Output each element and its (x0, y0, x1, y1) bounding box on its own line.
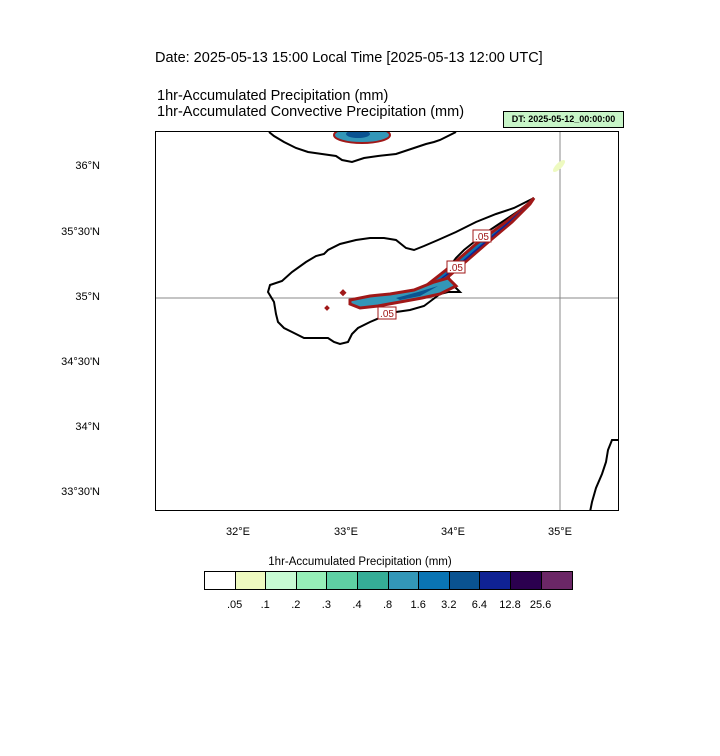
colorbar-cell (205, 572, 236, 589)
colorbar-label: 12.8 (499, 599, 521, 611)
date-line: Date: 2025-05-13 15:00 Local Time [2025-… (155, 50, 543, 66)
colorbar-cell (510, 572, 542, 589)
lat-label-34-30n: 34°30'N (61, 356, 100, 368)
map-svg: .05 .05 .05 (156, 132, 618, 510)
colorbar-cell (266, 572, 297, 589)
colorbar-title: 1hr-Accumulated Precipitation (mm) (268, 556, 452, 568)
lat-label-35-30n: 35°30'N (61, 226, 100, 238)
colorbar-label: .2 (291, 599, 301, 611)
dt-label: DT: 2025-05-12_00:00:00 (503, 111, 624, 128)
colorbar-label: 6.4 (471, 599, 488, 611)
colorbar-label: 3.2 (441, 599, 457, 611)
map-frame: .05 .05 .05 (155, 131, 619, 511)
precip-band-northeast (414, 196, 536, 296)
colorbar-label: 1.6 (410, 599, 426, 611)
lon-label-34e: 34°E (441, 526, 465, 538)
colorbar-cell (449, 572, 481, 589)
colorbar-cell (327, 572, 358, 589)
lat-label-36n: 36°N (75, 160, 100, 172)
lat-label-34n: 34°N (75, 421, 100, 433)
precip-light (552, 159, 566, 173)
colorbar-cell (296, 572, 328, 589)
colorbar-cell (388, 572, 420, 589)
turkey-coastline (268, 132, 457, 164)
colorbar-cell (480, 572, 511, 589)
title-convective-precip: 1hr-Accumulated Convective Precipitation… (157, 104, 465, 120)
lon-label-32e: 32°E (226, 526, 250, 538)
colorbar-label: .8 (383, 599, 393, 611)
lat-label-33-30n: 33°30'N (61, 486, 100, 498)
precip-band-south (348, 276, 459, 310)
lon-label-33e: 33°E (334, 526, 358, 538)
title-precip: 1hr-Accumulated Precipitation (mm) (157, 88, 389, 104)
colorbar-label: .4 (352, 599, 362, 611)
svg-text:.05: .05 (380, 309, 394, 320)
cyprus-coastline (266, 197, 535, 346)
levant-coastline (589, 439, 618, 510)
precip-turkey-core (346, 132, 370, 138)
contour-label-2: .05 (446, 260, 466, 274)
precip-band-south-core (396, 286, 438, 300)
lon-label-35e: 35°E (548, 526, 572, 538)
colorbar (204, 571, 574, 590)
colorbar-label: .05 (226, 599, 243, 611)
svg-text:.05: .05 (475, 232, 489, 243)
colorbar-label: .1 (260, 599, 270, 611)
contour-label-3: .05 (377, 306, 397, 320)
lat-label-35n: 35°N (75, 291, 100, 303)
svg-text:.05: .05 (449, 263, 463, 274)
colorbar-label: .3 (321, 599, 331, 611)
colorbar-label: 25.6 (529, 599, 552, 611)
precip-blip (339, 289, 347, 297)
contour-label-1: .05 (472, 229, 492, 243)
colorbar-cell (357, 572, 389, 589)
precip-blip (324, 305, 330, 311)
colorbar-cell (235, 572, 267, 589)
colorbar-cell (541, 572, 573, 589)
colorbar-cell (419, 572, 450, 589)
